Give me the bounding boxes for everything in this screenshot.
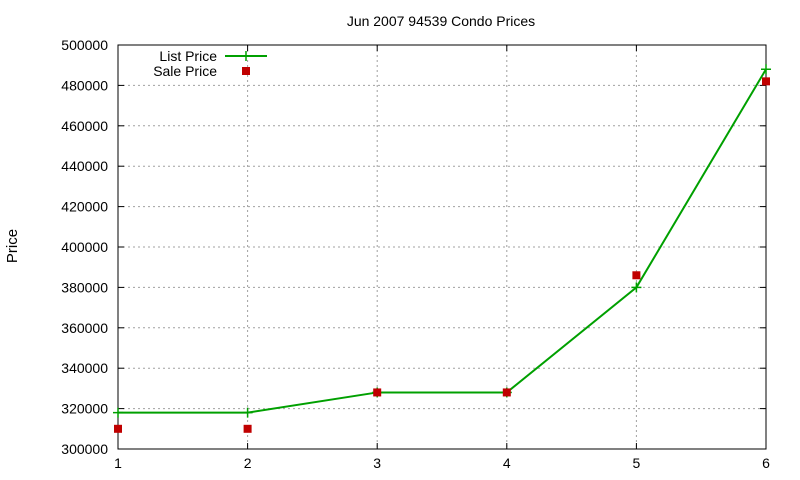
y-tick-label: 340000 bbox=[61, 360, 108, 376]
data-point bbox=[632, 271, 641, 280]
data-series bbox=[113, 64, 771, 433]
data-point bbox=[761, 64, 771, 75]
x-tick-label: 4 bbox=[503, 455, 511, 471]
x-tick-label: 6 bbox=[762, 455, 770, 471]
legend-entry: Sale Price bbox=[153, 63, 250, 79]
chart-title: Jun 2007 94539 Condo Prices bbox=[347, 13, 535, 29]
series-line bbox=[118, 68, 767, 414]
data-point bbox=[373, 388, 382, 397]
data-point bbox=[114, 424, 122, 433]
y-tick-label: 420000 bbox=[61, 199, 108, 215]
legend-entry: List Price bbox=[159, 48, 267, 64]
y-tick-label: 320000 bbox=[61, 401, 108, 417]
y-tick-label: 500000 bbox=[61, 37, 108, 53]
y-tick-label: 440000 bbox=[61, 158, 108, 174]
y-tick-label: 300000 bbox=[61, 441, 108, 457]
data-point bbox=[113, 407, 123, 418]
y-tick-label: 380000 bbox=[61, 279, 108, 295]
legend-marker bbox=[242, 67, 250, 75]
x-tick-label: 1 bbox=[114, 455, 122, 471]
x-tick-label: 3 bbox=[373, 455, 381, 471]
x-tick-label: 2 bbox=[244, 455, 252, 471]
axes: 300000 320000 340000 360000 380000 400000 4200… bbox=[61, 37, 770, 471]
data-point bbox=[762, 77, 770, 86]
series-list-price bbox=[113, 64, 771, 418]
y-axis-label: Price bbox=[4, 229, 21, 263]
data-point bbox=[243, 424, 252, 433]
data-point bbox=[242, 407, 253, 418]
y-tick-label: 400000 bbox=[61, 239, 108, 255]
legend-label: Sale Price bbox=[153, 63, 217, 79]
y-tick-label: 460000 bbox=[61, 118, 108, 134]
y-tick-label: 360000 bbox=[61, 320, 108, 336]
series-sale-price bbox=[114, 77, 770, 433]
grid bbox=[118, 45, 766, 449]
legend-label: List Price bbox=[159, 48, 217, 64]
legend-marker bbox=[241, 51, 251, 61]
data-point bbox=[631, 282, 642, 293]
data-point bbox=[502, 388, 511, 397]
y-tick-label: 480000 bbox=[61, 77, 108, 93]
x-tick-label: 5 bbox=[633, 455, 641, 471]
